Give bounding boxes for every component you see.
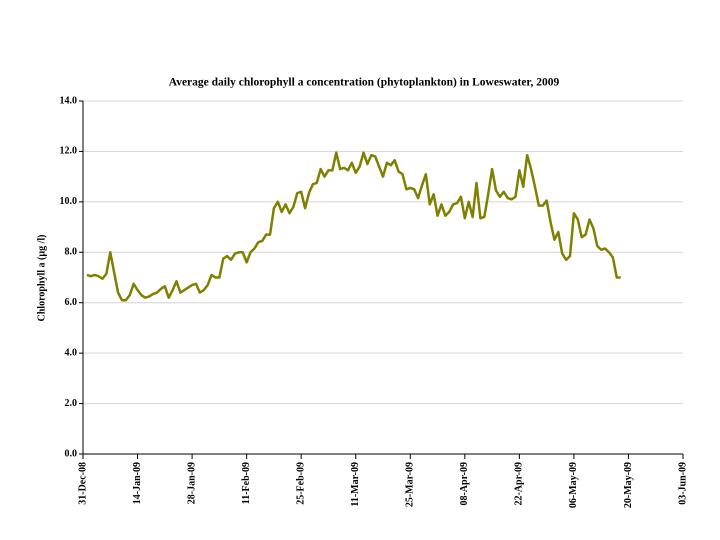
x-tick-label: 25-Mar-09 — [405, 462, 416, 507]
x-tick-label: 11-Mar-09 — [350, 462, 361, 507]
x-tick-label: 14-Jan-09 — [132, 462, 143, 504]
x-tick-label: 06-May-09 — [568, 462, 579, 508]
chart-title: Average daily chlorophyll a concentratio… — [169, 77, 560, 89]
y-tick-label: 8.0 — [65, 247, 78, 258]
y-tick-label: 2.0 — [65, 398, 78, 409]
y-tick-label: 4.0 — [65, 347, 78, 358]
data-line — [86, 151, 621, 302]
x-tick-label: 28-Jan-09 — [186, 462, 197, 504]
x-tick-label: 20-May-09 — [623, 462, 634, 508]
y-tick-label: 6.0 — [65, 297, 78, 308]
x-tick-label: 08-Apr-09 — [459, 462, 470, 506]
x-tick-label: 22-Apr-09 — [514, 462, 525, 506]
y-tick-label: 14.0 — [60, 95, 78, 106]
y-tick-label: 12.0 — [60, 146, 78, 157]
x-tick-label: 11-Feb-09 — [241, 462, 252, 504]
y-tick-label: 10.0 — [60, 196, 78, 207]
x-tick-label: 31-Dec-08 — [77, 462, 88, 505]
y-axis-label: Chlorophyll a (µg /l) — [36, 235, 47, 322]
x-tick-label: 03-Jun-09 — [677, 462, 688, 505]
x-tick-label: 25-Feb-09 — [295, 462, 306, 505]
y-tick-label: 0.0 — [65, 448, 78, 459]
